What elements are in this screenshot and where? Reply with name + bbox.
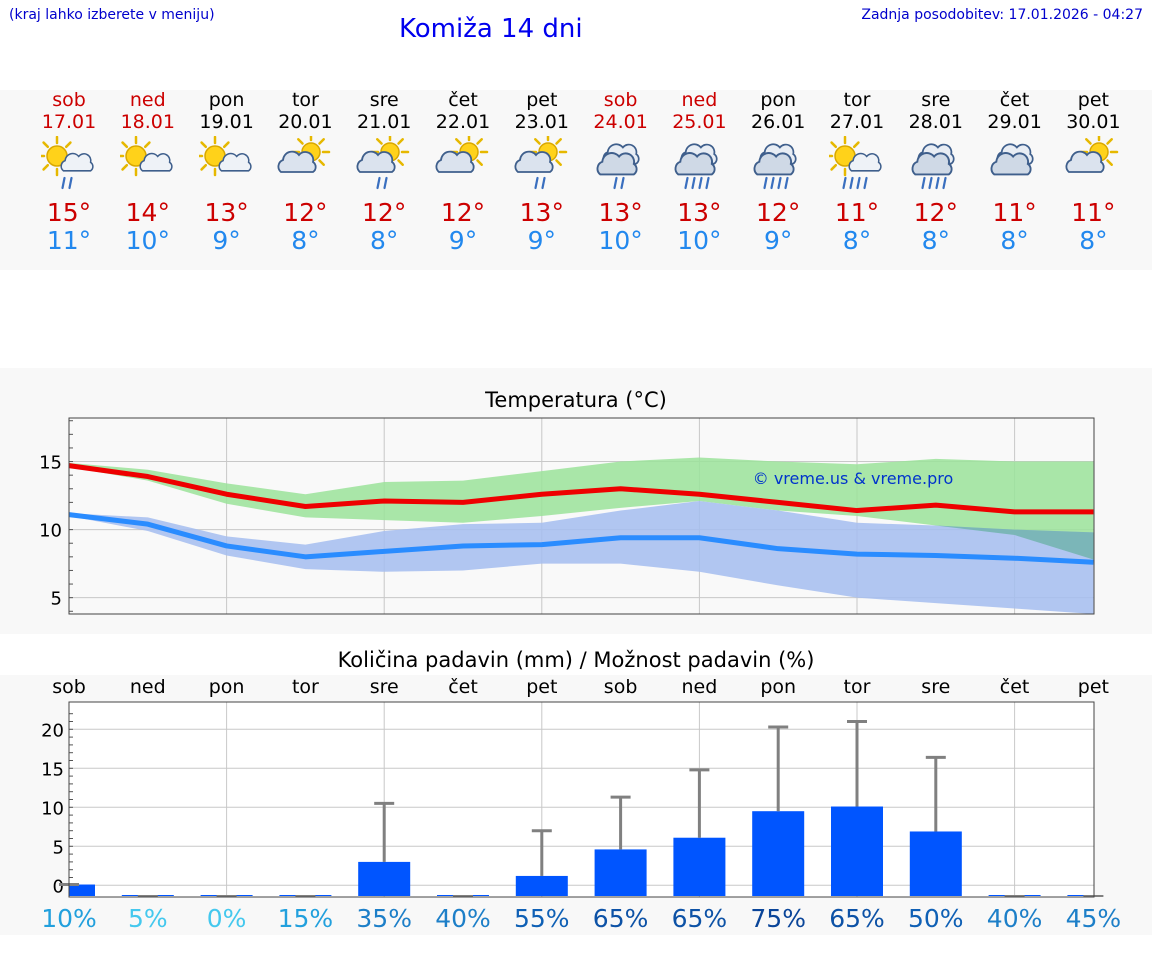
min-temperature: 8° <box>1079 226 1108 255</box>
max-temperature: 14° <box>125 198 170 227</box>
cloud-heavy-rain-icon <box>753 143 797 190</box>
cloud-sun-icon <box>435 136 489 173</box>
day-name: sre <box>369 89 399 111</box>
day-name: tor <box>291 89 319 111</box>
day-column: čet 22.01 <box>418 89 508 133</box>
min-temperature: 9° <box>212 226 241 255</box>
max-temperature: 12° <box>362 198 407 227</box>
min-temperature: 9° <box>527 226 556 255</box>
cloud-icon <box>990 143 1034 176</box>
day-date: 22.01 <box>435 111 491 133</box>
min-temperature: 8° <box>1000 226 1029 255</box>
day-column: sob 17.01 <box>24 89 114 133</box>
cloud-sun-rain-icon <box>356 136 410 190</box>
max-temperature: 13° <box>677 198 722 227</box>
cloud-heavy-rain-icon <box>674 143 718 190</box>
day-name: pet <box>1077 89 1109 111</box>
day-date: 28.01 <box>908 111 963 133</box>
day-date: 23.01 <box>514 111 569 133</box>
last-updated: Zadnja posodobitev: 17.01.2026 - 04:27 <box>861 7 1143 23</box>
max-temperature: 11° <box>1071 198 1116 227</box>
day-column: pet 23.01 <box>497 89 587 133</box>
day-name: tor <box>843 89 871 111</box>
sun-cloud-heavy-rain-icon <box>829 136 882 190</box>
max-temperature: 15° <box>46 198 92 227</box>
max-temperature: 13° <box>598 198 643 227</box>
location-menu-hint: (kraj lahko izberete v meniju) <box>9 7 215 23</box>
max-temperature: 11° <box>834 198 880 227</box>
day-date: 30.01 <box>1066 111 1121 133</box>
day-name: čet <box>999 89 1030 111</box>
max-temperature: 11° <box>992 198 1037 227</box>
cloud-sun-icon <box>1065 136 1119 173</box>
day-date: 29.01 <box>987 111 1042 133</box>
day-column: pet 30.01 <box>1048 89 1138 133</box>
day-column: pon 26.01 <box>733 89 823 133</box>
day-name: sob <box>603 89 638 111</box>
max-temperature: 13° <box>519 198 564 227</box>
day-column: sre 21.01 <box>339 89 429 133</box>
sun-cloud-rain-icon <box>41 136 94 190</box>
day-column: ned 18.01 <box>103 89 193 133</box>
day-column: sre 28.01 <box>891 89 981 133</box>
day-column: tor 20.01 <box>260 89 350 133</box>
max-temperature: 12° <box>283 198 328 227</box>
min-temperature: 10° <box>598 226 643 255</box>
min-temperature: 9° <box>763 226 793 255</box>
day-date: 27.01 <box>829 111 885 133</box>
sun-cloud-icon <box>119 136 173 177</box>
day-name: sob <box>52 89 86 111</box>
precipitation-chart-title: Količina padavin (mm) / Možnost padavin … <box>337 648 815 672</box>
max-temperature: 12° <box>913 198 958 227</box>
max-temperature: 12° <box>756 198 801 227</box>
day-column: ned 25.01 <box>654 89 744 133</box>
daily-forecast-band <box>0 90 1152 270</box>
min-temperature: 8° <box>842 226 872 255</box>
day-name: čet <box>448 89 478 111</box>
min-temperature: 10° <box>125 226 170 255</box>
page-title: Komiža 14 dni <box>399 14 583 44</box>
day-name: ned <box>129 89 166 111</box>
day-date: 25.01 <box>672 111 727 133</box>
day-column: sob 24.01 <box>576 89 666 133</box>
min-temperature: 11° <box>46 226 92 255</box>
day-date: 26.01 <box>750 111 806 133</box>
cloud-sun-rain-icon <box>514 136 568 190</box>
cloud-sun-icon <box>277 136 331 173</box>
day-date: 18.01 <box>120 111 175 133</box>
min-temperature: 8° <box>291 226 320 255</box>
day-name: sre <box>921 89 951 111</box>
min-temperature: 8° <box>921 226 950 255</box>
cloud-rain-icon <box>596 143 640 190</box>
max-temperature: 13° <box>204 198 249 227</box>
day-date: 17.01 <box>41 111 97 133</box>
min-temperature: 9° <box>448 226 478 255</box>
precipitation-chart-band <box>0 675 1152 935</box>
day-name: pon <box>208 89 245 111</box>
day-date: 24.01 <box>593 111 648 133</box>
day-column: čet 29.01 <box>970 89 1060 133</box>
day-column: pon 19.01 <box>182 89 272 133</box>
day-name: pon <box>760 89 797 111</box>
cloud-heavy-rain-icon <box>911 143 955 190</box>
min-temperature: 8° <box>369 226 399 255</box>
day-name: pet <box>526 89 558 111</box>
max-temperature: 12° <box>440 198 486 227</box>
day-column: tor 27.01 <box>812 89 902 133</box>
day-date: 20.01 <box>278 111 333 133</box>
day-date: 19.01 <box>199 111 254 133</box>
min-temperature: 10° <box>677 226 722 255</box>
day-name: ned <box>681 89 718 111</box>
temperature-chart-title: Temperatura (°C) <box>485 388 667 412</box>
day-date: 21.01 <box>356 111 412 133</box>
sun-cloud-icon <box>198 136 252 177</box>
